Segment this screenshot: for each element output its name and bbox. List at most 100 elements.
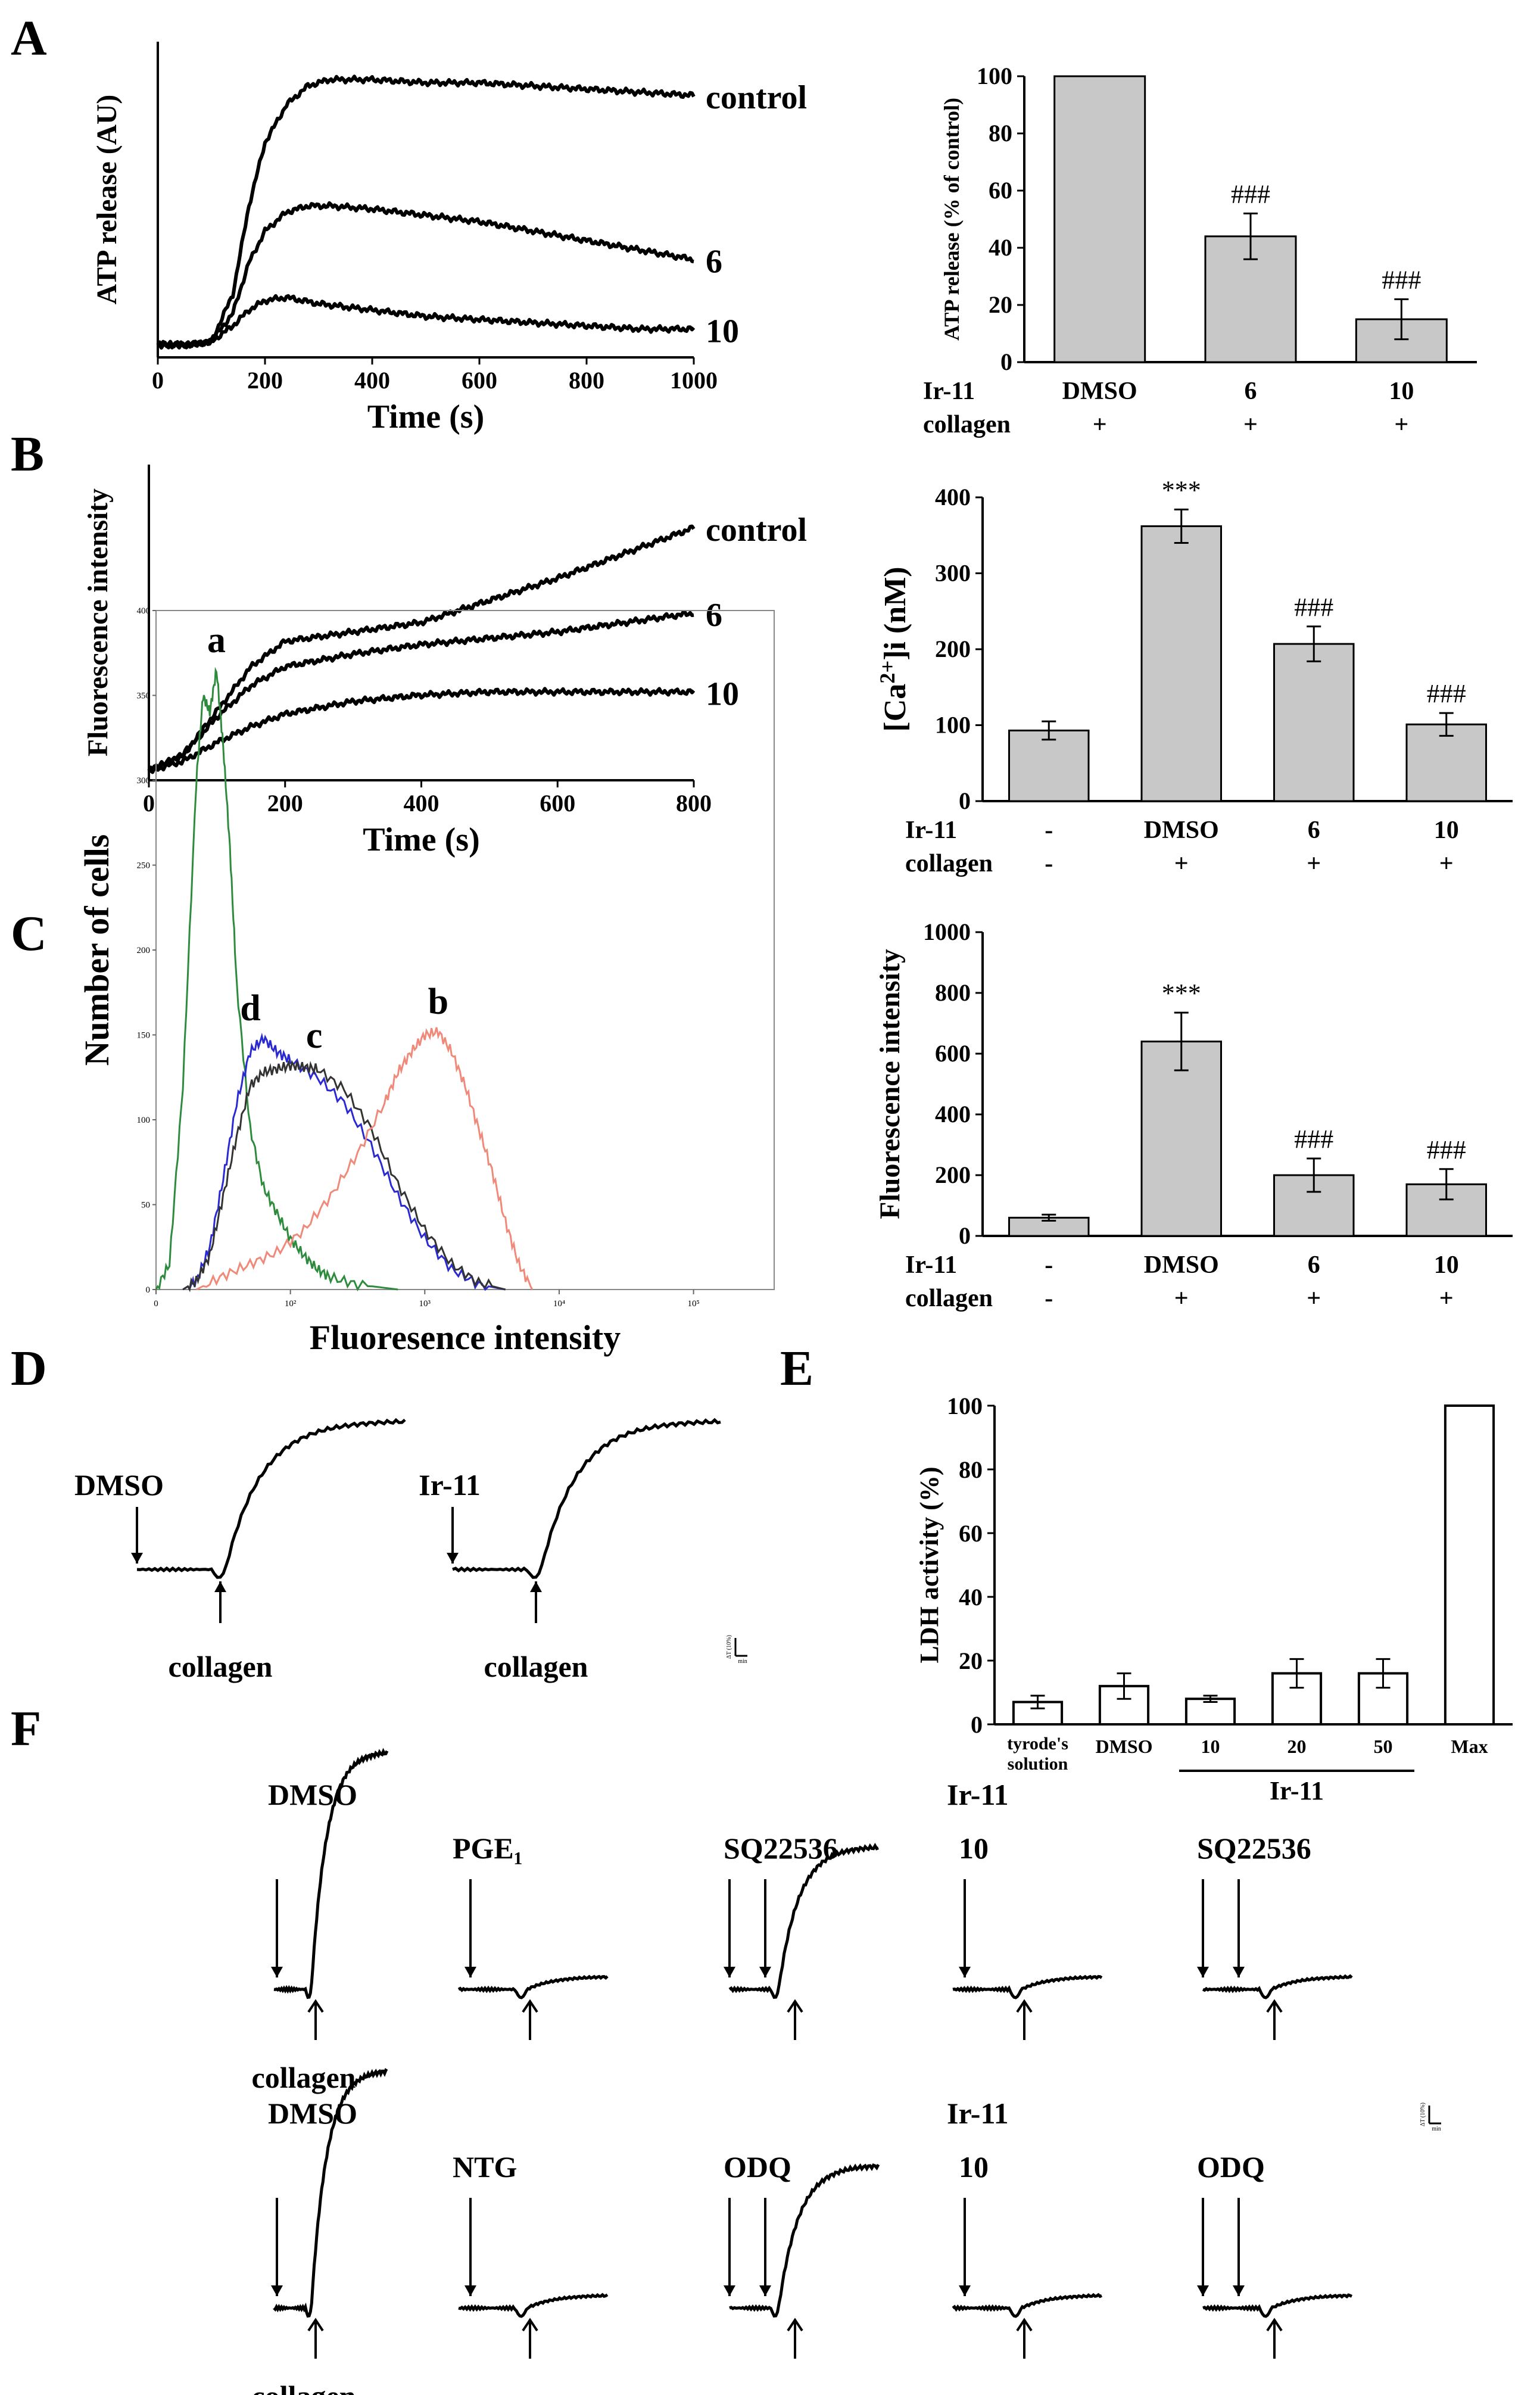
y-tick-label: 40 xyxy=(959,1584,983,1611)
series-line-10 xyxy=(147,687,696,773)
y-tick-label: 300 xyxy=(935,560,971,587)
drug-arrow-head xyxy=(1233,2285,1245,2296)
histogram-label-a: a xyxy=(207,620,226,661)
y-axis-label: ATP release (% of control) xyxy=(940,98,964,341)
x-tick-label: 1000 xyxy=(670,367,718,394)
aggregation-trace xyxy=(458,2293,609,2318)
condition-value: DMSO xyxy=(1144,817,1219,844)
collagen-arrow-head xyxy=(530,1581,542,1592)
y-tick-label: 250 xyxy=(137,861,151,871)
y-axis-label: [Ca2+]i (nM) xyxy=(875,566,912,731)
y-axis-label: Number of cells xyxy=(77,834,116,1066)
significance-marker: ### xyxy=(1427,1135,1466,1164)
x-tick-label: 600 xyxy=(540,790,575,817)
histogram-label-c: c xyxy=(306,1016,323,1056)
drug-arrow-head xyxy=(271,1967,283,1977)
drug-arrow-head xyxy=(724,1967,735,1977)
x-tick-label: 10³ xyxy=(419,1299,431,1309)
x-tick-label: 800 xyxy=(676,790,712,817)
x-tick-label: 0 xyxy=(143,790,155,817)
y-tick-label: 800 xyxy=(935,979,971,1006)
drug-arrow-head xyxy=(465,1967,476,1977)
histogram-label-b: b xyxy=(428,982,448,1022)
bar xyxy=(1140,1041,1222,1237)
chart-a-atp-bar: 0 20 40 60 80 100 DMSO + ### 6 + ### 10 + Ir-11 collage… xyxy=(923,63,1477,438)
y-tick-label: 100 xyxy=(977,63,1012,89)
panel-label-c: C xyxy=(11,906,47,961)
group-label: Ir-11 xyxy=(1270,1776,1324,1805)
chart-b-fluorescence-trace: 0 200 400 600 800 Time (s) Fluorescence intens… xyxy=(83,465,807,858)
series-label-6: 6 xyxy=(706,244,722,281)
plot-frame xyxy=(155,610,775,1290)
significance-marker: ### xyxy=(1294,1125,1333,1154)
x-tick-label: 10² xyxy=(285,1299,297,1309)
category-label: 50 xyxy=(1374,1736,1393,1757)
condition-value: + xyxy=(1174,850,1189,877)
bar xyxy=(1140,525,1222,802)
x-axis-label: Time (s) xyxy=(363,821,480,858)
histogram-series-a xyxy=(155,667,398,1292)
collagen-arrow-head xyxy=(787,1999,803,2013)
agonist-label: collagen xyxy=(252,2061,356,2094)
condition-value: - xyxy=(1045,817,1053,844)
drug-label: Ir-11 xyxy=(419,1468,481,1502)
x-tick-label: 0 xyxy=(154,1299,158,1309)
condition-value: + xyxy=(1093,411,1107,438)
series-line-control xyxy=(147,524,696,772)
y-label-sup: 2+ xyxy=(875,661,899,684)
drug-arrow-head xyxy=(959,2285,971,2296)
histogram-series-c xyxy=(182,1060,506,1293)
y-tick-label: 400 xyxy=(137,606,151,616)
drug-label: Ir-11 xyxy=(947,2097,1009,2130)
y-axis-label: ATP release (AU) xyxy=(92,95,123,304)
collagen-arrow-head xyxy=(522,2318,538,2332)
condition-value: - xyxy=(1045,1251,1053,1279)
x-tick-label: 10⁵ xyxy=(687,1299,699,1309)
bar xyxy=(1008,729,1090,802)
y-tick-label: 60 xyxy=(959,1520,983,1547)
panel-label-b: B xyxy=(11,426,44,482)
panel-label-a: A xyxy=(11,11,47,66)
y-tick-label: 60 xyxy=(989,177,1012,204)
chart-c-fluorescence-bar: 0 200 400 600 800 1000 - - *** DMSO + ### 6 + ### 10 + Ir… xyxy=(874,918,1513,1312)
drug-arrow-head xyxy=(465,2285,476,2296)
drug-label: DMSO xyxy=(268,2097,357,2130)
category-label: DMSO xyxy=(1096,1736,1153,1757)
x-tick-label: 10⁴ xyxy=(553,1299,565,1309)
collagen-arrow-head xyxy=(214,1581,226,1592)
y-tick-label: 40 xyxy=(989,234,1012,261)
series-line-control xyxy=(156,74,696,350)
series-line-6 xyxy=(156,201,694,350)
drug-arrow-head xyxy=(759,1967,771,1977)
category-label: 10 xyxy=(1201,1736,1220,1757)
condition-value: 6 xyxy=(1308,817,1320,844)
drug-label: SQ22536 xyxy=(1197,1832,1311,1865)
x-tick-label: 400 xyxy=(404,790,439,817)
y-tick-label: 0 xyxy=(959,787,971,814)
condition-row-label: collagen xyxy=(905,1285,993,1312)
drug-arrow-head xyxy=(447,1553,459,1564)
aggregation-trace xyxy=(136,1418,406,1579)
significance-marker: *** xyxy=(1162,475,1201,504)
condition-value: 6 xyxy=(1245,378,1257,405)
bar xyxy=(1273,643,1355,802)
bar xyxy=(1405,723,1487,802)
scale-bar-time: min xyxy=(1432,2126,1441,2132)
drug-label: ODQ xyxy=(724,2150,791,2184)
condition-value: 10 xyxy=(1434,1251,1459,1279)
aggregation-trace xyxy=(952,2293,1103,2318)
category-label-part: solution xyxy=(1008,1754,1068,1774)
significance-marker: ### xyxy=(1294,593,1333,622)
y-tick-label: 300 xyxy=(137,776,151,786)
aggregation-trace xyxy=(273,1748,389,2000)
aggregation-trace xyxy=(728,1842,879,1999)
histogram-series-b xyxy=(196,1027,534,1291)
y-tick-label: 0 xyxy=(971,1711,983,1738)
y-tick-label: 0 xyxy=(959,1222,971,1249)
condition-value: DMSO xyxy=(1062,378,1137,405)
condition-value: + xyxy=(1394,411,1408,438)
collagen-arrow-head xyxy=(1266,2318,1283,2332)
x-axis-label: Time (s) xyxy=(367,398,485,435)
